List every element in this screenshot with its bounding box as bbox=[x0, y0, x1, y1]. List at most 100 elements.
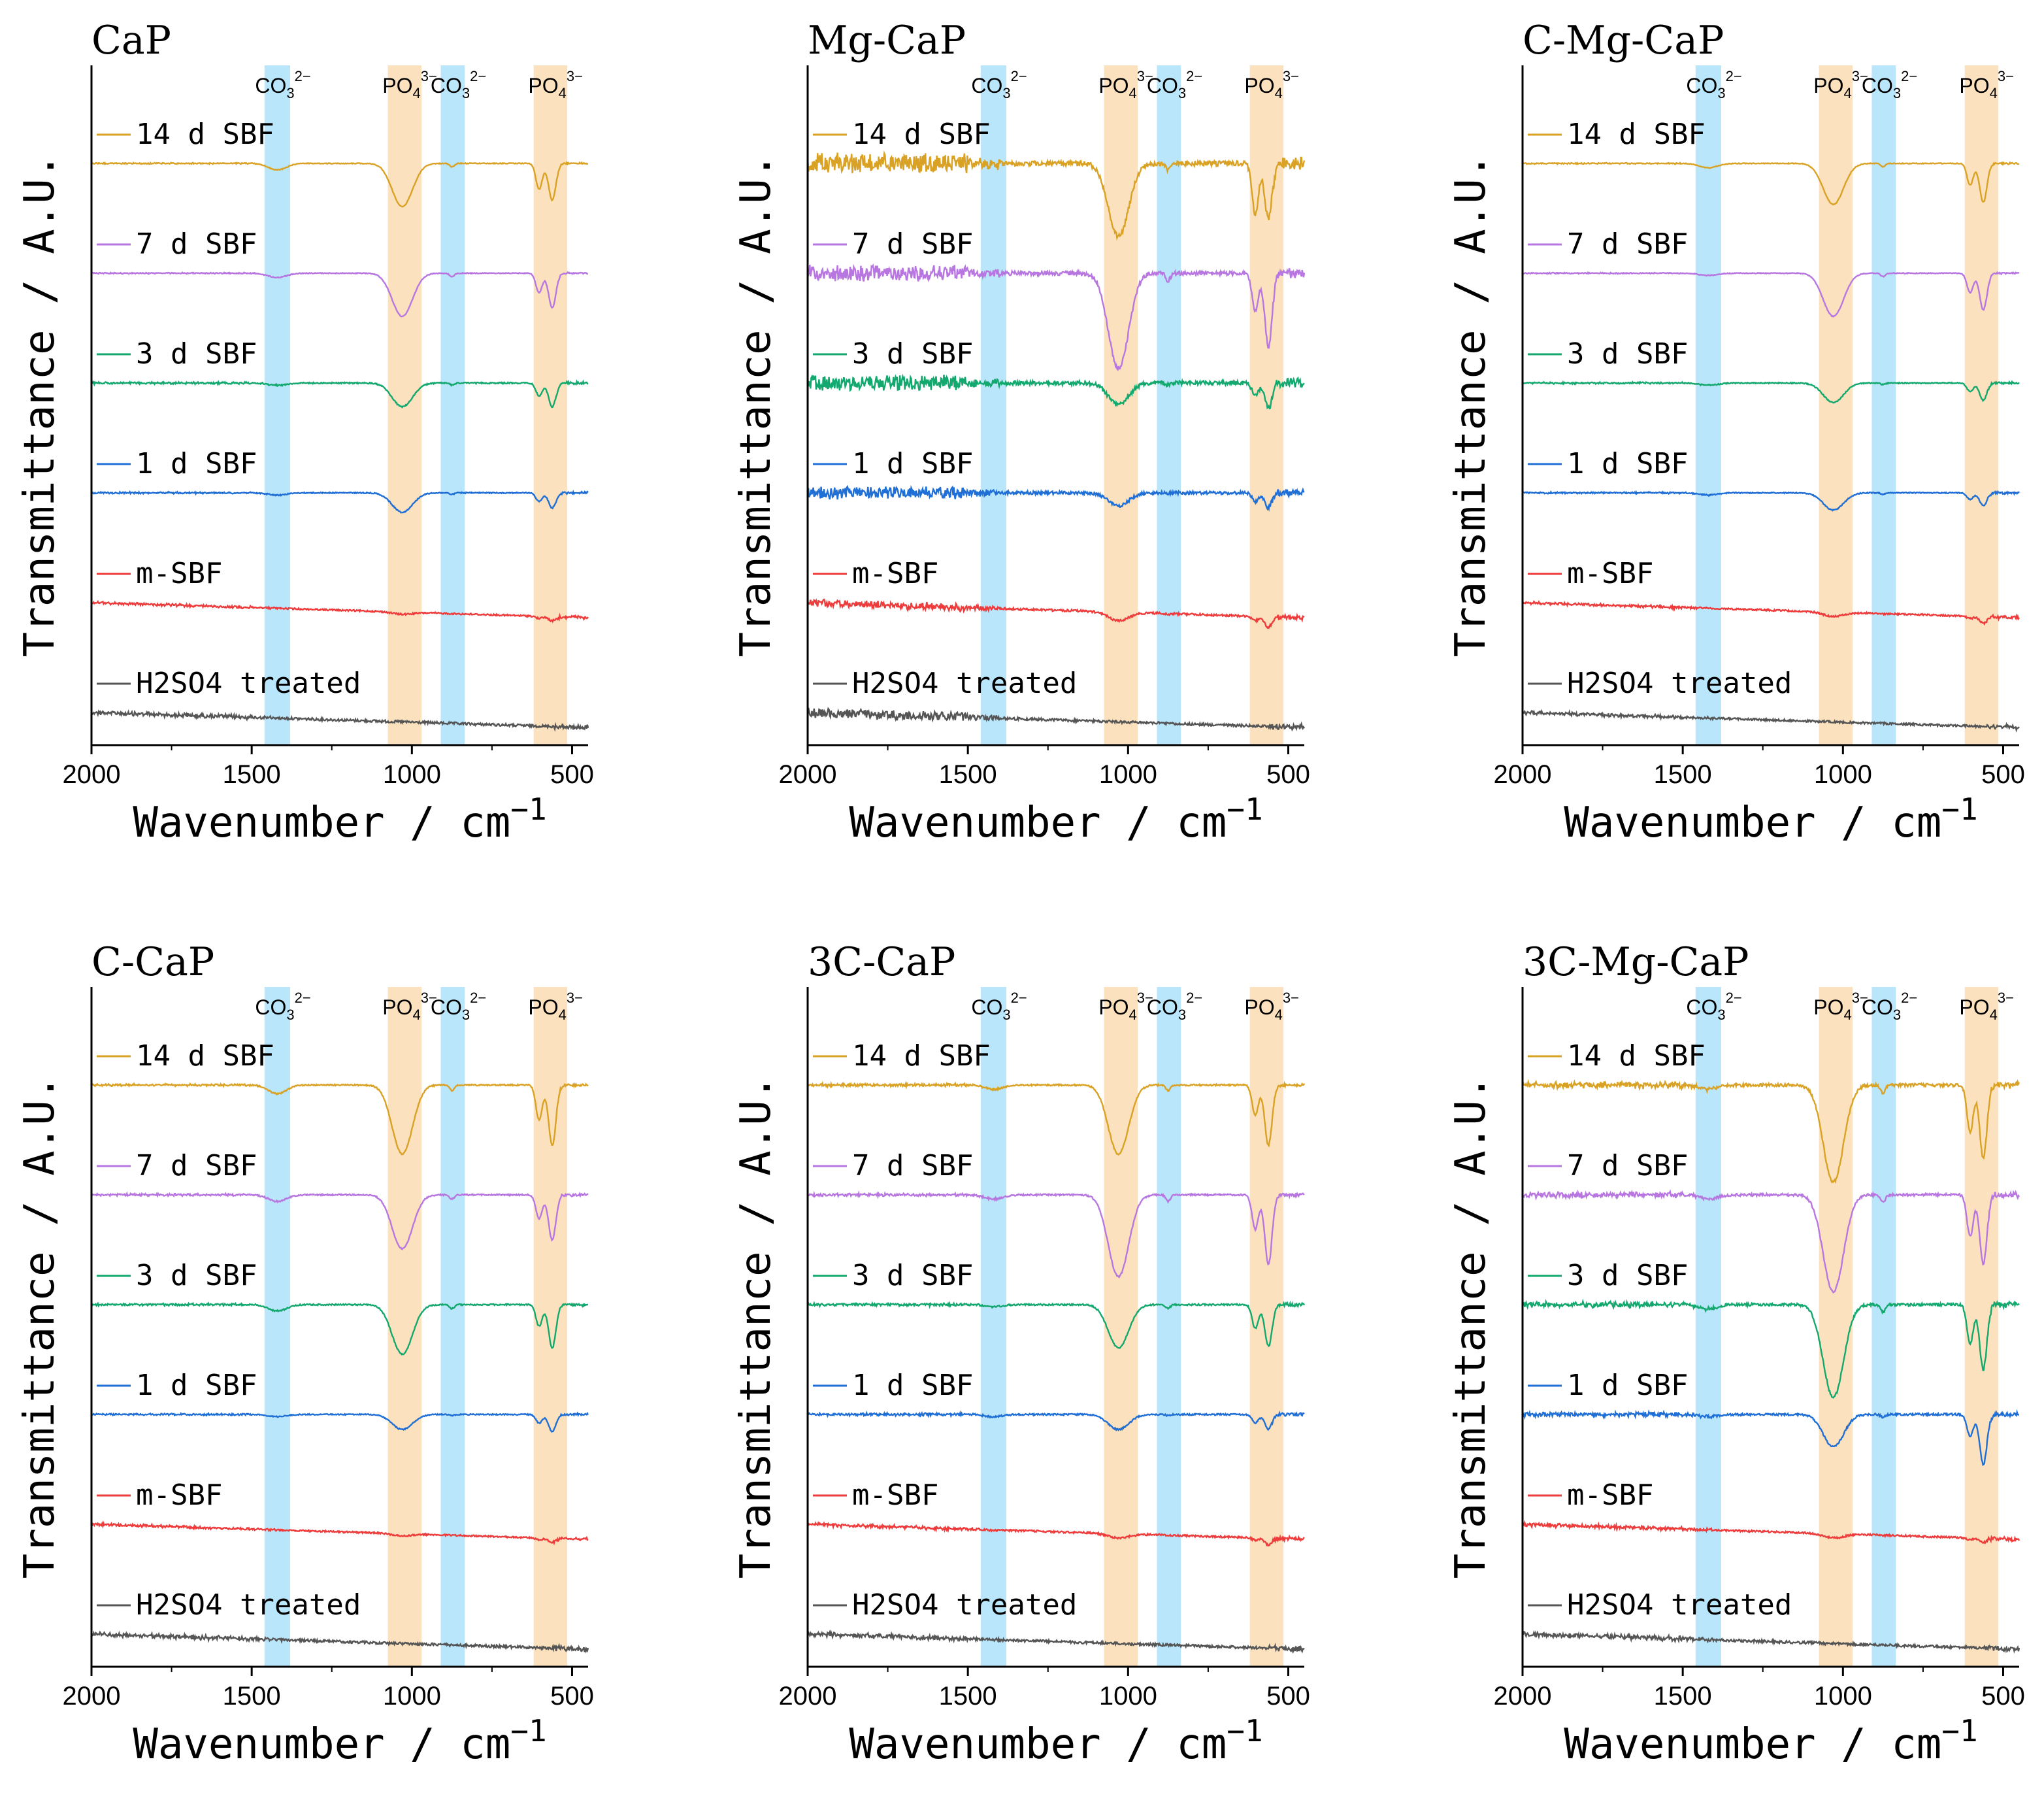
band-label-3: PO43− bbox=[1959, 990, 2014, 1023]
band-label-1: PO43− bbox=[1098, 68, 1153, 101]
legend-label-14-d-sbf: 14 d SBF bbox=[136, 1039, 274, 1073]
band-phosphate-1 bbox=[1104, 65, 1138, 745]
series-3-d-sbf-line bbox=[90, 379, 589, 409]
series-14-d-sbf-line bbox=[91, 1082, 589, 1156]
x-tick-label-1000: 1000 bbox=[383, 760, 441, 789]
x-axis-title: Wavenumber / cm−1 bbox=[1564, 792, 1977, 847]
series-m-sbf-line bbox=[806, 598, 1305, 629]
band-label-3: PO43− bbox=[1244, 990, 1299, 1023]
legend-label-14-d-sbf: 14 d SBF bbox=[852, 1039, 991, 1073]
series-3-d-sbf-line bbox=[1521, 1298, 2020, 1399]
legend-label-1-d-sbf: 1 d SBF bbox=[1567, 447, 1688, 480]
band-carbonate-0 bbox=[980, 987, 1006, 1667]
legend-label-h2so4-treated: H2SO4 treated bbox=[852, 1588, 1077, 1622]
legend-label-m-sbf: m-SBF bbox=[1567, 1478, 1653, 1512]
x-tick-label-500: 500 bbox=[550, 1682, 594, 1711]
x-tick-label-500: 500 bbox=[1981, 760, 2025, 789]
series-7-d-sbf-line bbox=[806, 263, 1306, 372]
x-tick-label-2000: 2000 bbox=[779, 760, 837, 789]
series-7-d-sbf-line bbox=[91, 271, 589, 318]
band-label-3: PO43− bbox=[528, 68, 583, 101]
x-tick-label-500: 500 bbox=[550, 760, 594, 789]
y-axis-title: Transmittance / A.U. bbox=[16, 154, 64, 658]
x-tick-label-2000: 2000 bbox=[1494, 1682, 1552, 1711]
series-1-d-sbf-line bbox=[91, 1411, 589, 1433]
x-tick-label-1500: 1500 bbox=[223, 760, 281, 789]
band-label-2: CO32− bbox=[431, 68, 486, 101]
legend-label-7-d-sbf: 7 d SBF bbox=[852, 227, 973, 261]
legend-label-3-d-sbf: 3 d SBF bbox=[1567, 337, 1688, 371]
band-carbonate-0 bbox=[264, 987, 290, 1667]
panel-title-cap: CaP bbox=[91, 18, 171, 63]
band-label-0: CO32− bbox=[255, 990, 310, 1023]
series-14-d-sbf-line bbox=[806, 1080, 1306, 1156]
band-label-1: PO43− bbox=[382, 990, 437, 1023]
panel-mg-cap: CO32− PO43−CO32− PO43−H2SO4 treatedm-SBF1 … bbox=[732, 18, 1310, 847]
legend-label-h2so4-treated: H2SO4 treated bbox=[852, 667, 1077, 700]
series-7-d-sbf-line bbox=[1522, 271, 2020, 318]
series-h2so4-treated-line bbox=[1522, 1629, 2020, 1654]
series-h2so4-treated-line bbox=[806, 1629, 1305, 1654]
legend-label-m-sbf: m-SBF bbox=[852, 557, 938, 590]
series-7-d-sbf-line bbox=[91, 1191, 589, 1250]
series-14-d-sbf-line bbox=[1522, 161, 2020, 206]
band-phosphate-3 bbox=[1964, 65, 1999, 745]
series-1-d-sbf-line bbox=[1521, 1409, 2019, 1466]
x-axis-title: Wavenumber / cm−1 bbox=[849, 792, 1262, 847]
panel-title-3c-mg-cap: 3C-Mg-CaP bbox=[1523, 939, 1749, 985]
series-1-d-sbf-line bbox=[91, 490, 589, 514]
legend-label-7-d-sbf: 7 d SBF bbox=[136, 1149, 257, 1182]
band-carbonate-2 bbox=[1157, 987, 1181, 1667]
legend-label-3-d-sbf: 3 d SBF bbox=[852, 337, 973, 371]
legend-label-14-d-sbf: 14 d SBF bbox=[852, 118, 991, 151]
legend-label-3-d-sbf: 3 d SBF bbox=[852, 1259, 973, 1292]
band-label-0: CO32− bbox=[971, 990, 1027, 1023]
legend-label-h2so4-treated: H2SO4 treated bbox=[1567, 1588, 1792, 1622]
band-phosphate-1 bbox=[1104, 987, 1138, 1667]
legend-label-14-d-sbf: 14 d SBF bbox=[1567, 1039, 1706, 1073]
panel-c-mg-cap: CO32− PO43−CO32− PO43−H2SO4 treatedm-SBF1 … bbox=[1447, 18, 2025, 847]
panel-title-c-cap: C-CaP bbox=[91, 939, 214, 985]
x-axis-title: Wavenumber / cm−1 bbox=[133, 792, 546, 847]
x-tick-label-1500: 1500 bbox=[939, 760, 997, 789]
series-1-d-sbf-line bbox=[806, 484, 1305, 512]
band-carbonate-2 bbox=[440, 65, 465, 745]
series-3-d-sbf-line bbox=[806, 1300, 1306, 1349]
legend-label-7-d-sbf: 7 d SBF bbox=[1567, 227, 1688, 261]
band-label-3: PO43− bbox=[528, 990, 583, 1023]
x-axis-title: Wavenumber / cm−1 bbox=[133, 1713, 546, 1769]
legend-label-1-d-sbf: 1 d SBF bbox=[852, 447, 973, 480]
band-phosphate-1 bbox=[1819, 65, 1853, 745]
band-label-1: PO43− bbox=[1098, 990, 1153, 1023]
x-tick-label-1000: 1000 bbox=[1099, 1682, 1157, 1711]
legend-label-m-sbf: m-SBF bbox=[1567, 557, 1653, 590]
series-1-d-sbf-line bbox=[806, 1410, 1305, 1431]
band-carbonate-0 bbox=[980, 65, 1006, 745]
legend-label-7-d-sbf: 7 d SBF bbox=[136, 227, 257, 261]
series-1-d-sbf-line bbox=[1522, 490, 2020, 512]
series-m-sbf-line bbox=[1522, 599, 2020, 626]
legend-label-m-sbf: m-SBF bbox=[136, 1478, 222, 1512]
series-7-d-sbf-line bbox=[1521, 1189, 2020, 1294]
series-h2so4-treated-line bbox=[90, 1630, 589, 1654]
x-tick-label-500: 500 bbox=[1981, 1682, 2025, 1711]
legend-label-3-d-sbf: 3 d SBF bbox=[136, 337, 257, 371]
band-carbonate-2 bbox=[1871, 65, 1896, 745]
band-label-2: CO32− bbox=[1862, 990, 1917, 1023]
y-axis-title: Transmittance / A.U. bbox=[16, 1075, 64, 1579]
band-label-1: PO43− bbox=[1813, 990, 1868, 1023]
band-carbonate-2 bbox=[1157, 65, 1181, 745]
series-3-d-sbf-line bbox=[806, 373, 1305, 410]
series-m-sbf-line bbox=[1522, 1520, 2020, 1545]
legend-label-m-sbf: m-SBF bbox=[852, 1478, 938, 1512]
x-tick-label-1500: 1500 bbox=[223, 1682, 281, 1711]
series-m-sbf-line bbox=[807, 1521, 1305, 1547]
band-phosphate-3 bbox=[1964, 987, 1999, 1667]
x-tick-label-500: 500 bbox=[1266, 1682, 1310, 1711]
band-label-0: CO32− bbox=[1686, 68, 1741, 101]
band-label-3: PO43− bbox=[1959, 68, 2014, 101]
legend-label-7-d-sbf: 7 d SBF bbox=[852, 1149, 973, 1182]
band-carbonate-2 bbox=[1871, 987, 1896, 1667]
band-carbonate-2 bbox=[440, 987, 465, 1667]
y-axis-title: Transmittance / A.U. bbox=[1447, 154, 1495, 658]
